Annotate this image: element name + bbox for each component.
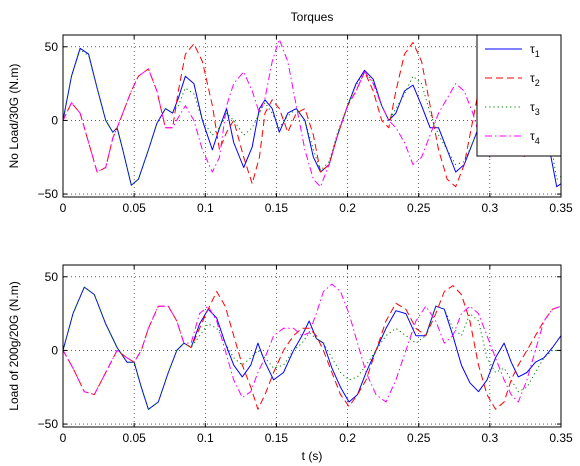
legend-label-tau4: τ4 <box>530 129 540 146</box>
bottom-series-tau2 <box>63 285 561 410</box>
top-xtick-label: 0.15 <box>265 201 289 215</box>
bottom-series-tau4 <box>63 283 561 403</box>
bottom-series-tau1 <box>63 286 561 410</box>
top-ytick-label: 0 <box>51 113 58 127</box>
bottom-xtick-label: 0.05 <box>122 431 146 445</box>
chart-title: Torques <box>291 10 334 24</box>
top-ylabel: No Load/30G (N.m) <box>7 64 21 169</box>
bottom-ytick-label: 0 <box>51 343 58 357</box>
bottom-xtick-label: 0.35 <box>549 431 573 445</box>
bottom-xtick-label: 0.25 <box>407 431 431 445</box>
top-xtick-label: 0.3 <box>482 201 499 215</box>
bottom-xtick-label: 0 <box>60 431 67 445</box>
bottom-xlabel: t (s) <box>302 449 323 463</box>
top-ytick-label: 50 <box>45 40 59 54</box>
bottom-axes-frame <box>62 264 562 428</box>
bottom-xtick-label: 0.3 <box>482 431 499 445</box>
bottom-xtick-label: 0.1 <box>197 431 214 445</box>
legend: τ1 τ2 τ3 τ4 <box>476 34 562 157</box>
bottom-grid <box>63 265 561 427</box>
legend-box <box>476 34 562 157</box>
bottom-ytick-label: −50 <box>38 417 59 431</box>
bottom-xtick-label: 0.2 <box>339 431 356 445</box>
bottom-series-tau3 <box>63 286 561 410</box>
top-xtick-label: 0.25 <box>407 201 431 215</box>
top-xtick-label: 0 <box>60 201 67 215</box>
top-subplot: Torques 0 0.05 0.1 0.15 0.2 0.25 0.3 0.35500−50… <box>7 10 573 215</box>
top-xtick-label: 0.2 <box>339 201 356 215</box>
top-series-tau4 <box>63 38 561 188</box>
top-xtick-label: 0.1 <box>197 201 214 215</box>
bottom-xtick-label: 0.15 <box>265 431 289 445</box>
bottom-ylabel: Load of 200g/20G (N.m) <box>7 281 21 410</box>
top-ytick-label: −50 <box>38 187 59 201</box>
top-xtick-label: 0.35 <box>549 201 573 215</box>
legend-items: τ1 τ2 τ3 τ4 <box>485 42 540 146</box>
legend-label-tau1: τ1 <box>530 42 540 59</box>
legend-label-tau3: τ3 <box>530 100 540 117</box>
legend-label-tau2: τ2 <box>530 71 540 88</box>
top-xtick-label: 0.05 <box>122 201 146 215</box>
bottom-series <box>63 283 561 410</box>
bottom-ytick-label: 50 <box>45 270 59 284</box>
